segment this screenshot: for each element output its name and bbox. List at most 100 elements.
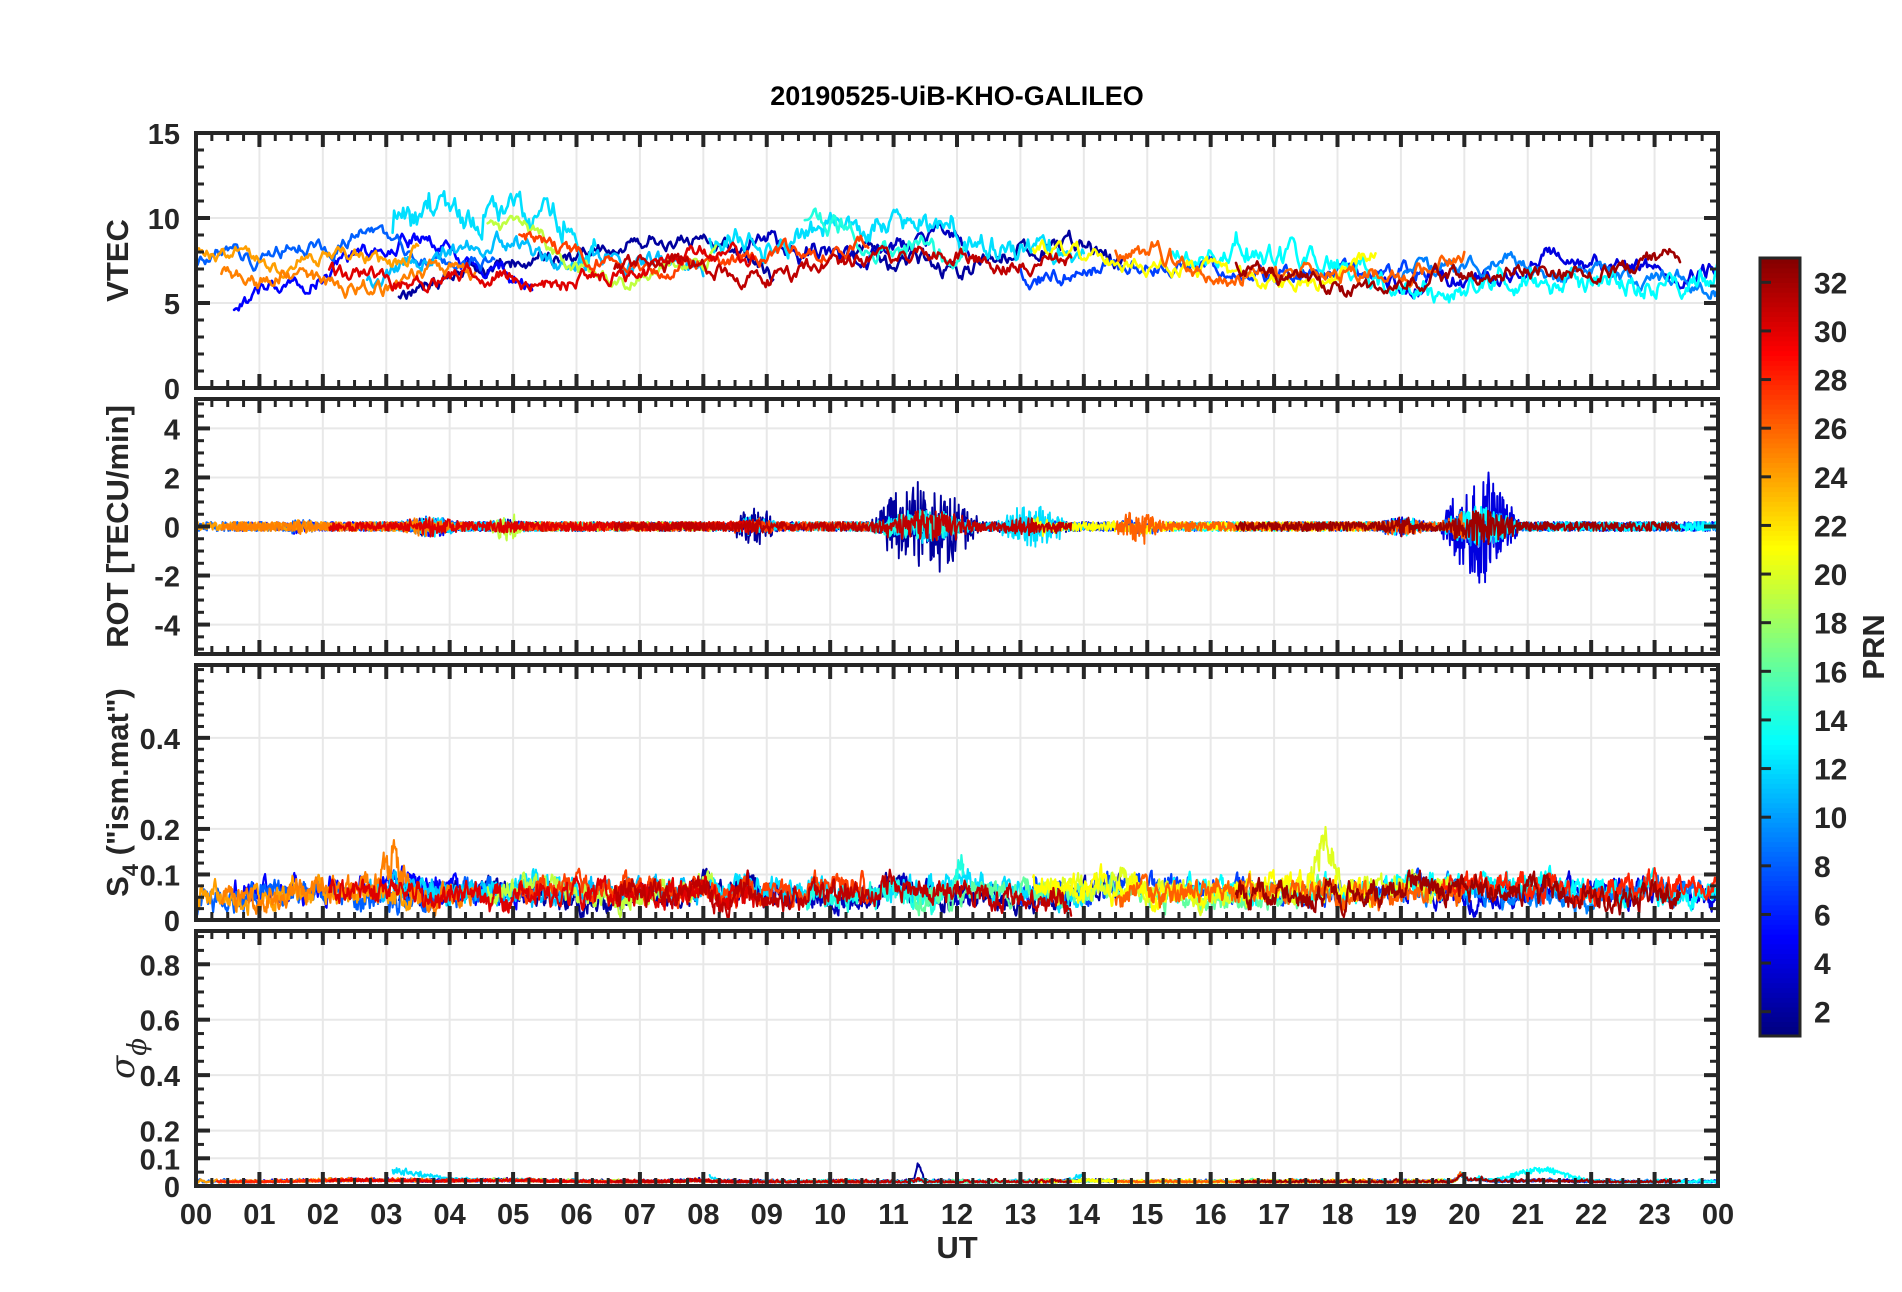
colorbar-swatch	[1760, 656, 1800, 663]
vtec-series-prn-31	[613, 244, 1073, 291]
colorbar-swatch	[1760, 778, 1800, 784]
colorbar-tick-label-14: 30	[1814, 316, 1847, 349]
xtick-label-5: 05	[497, 1199, 529, 1231]
colorbar-tick-label-8: 18	[1814, 608, 1847, 641]
colorbar-swatch	[1760, 1001, 1800, 1008]
colorbar-swatch	[1760, 753, 1800, 760]
colorbar-swatch	[1760, 768, 1800, 775]
colorbar-swatch	[1760, 997, 1800, 1003]
colorbar-swatch	[1760, 515, 1800, 522]
colorbar-swatch	[1760, 554, 1800, 561]
colorbar-swatch	[1760, 340, 1800, 347]
colorbar-swatch	[1760, 535, 1800, 541]
colorbar-tick-label-12: 26	[1814, 413, 1847, 446]
colorbar-swatch	[1760, 598, 1800, 604]
ytick-label-sig-2: 0.2	[140, 1117, 180, 1149]
vtec-series-prn-26	[1114, 239, 1466, 288]
colorbar-swatch	[1760, 296, 1800, 303]
colorbar-swatch	[1760, 953, 1800, 959]
yaxis-label-sigma-phi: σϕ	[103, 1038, 153, 1079]
ytick-label-sig-5: 0.8	[140, 950, 180, 982]
colorbar-swatch	[1760, 282, 1800, 288]
colorbar-swatch	[1760, 642, 1800, 648]
colorbar-swatch	[1760, 724, 1800, 731]
xtick-label-4: 04	[434, 1199, 466, 1231]
colorbar-swatch	[1760, 710, 1800, 716]
colorbar-swatch	[1760, 447, 1800, 454]
colorbar-swatch	[1760, 350, 1800, 356]
colorbar-swatch	[1760, 1006, 1800, 1013]
colorbar-swatch	[1760, 929, 1800, 935]
ytick-label-rot-2: 0	[164, 513, 180, 545]
colorbar-swatch	[1760, 593, 1800, 600]
ytick-label-vtec-2: 10	[148, 204, 180, 236]
colorbar-swatch	[1760, 481, 1800, 488]
colorbar-swatch	[1760, 287, 1800, 293]
colorbar-swatch	[1760, 943, 1800, 950]
colorbar-swatch	[1760, 797, 1800, 804]
colorbar-swatch	[1760, 1026, 1800, 1032]
xtick-label-21: 21	[1512, 1199, 1544, 1231]
figure-title: 20190525-UiB-KHO-GALILEO	[770, 81, 1144, 111]
ytick-label-rot-4: 4	[164, 414, 180, 446]
xtick-label-23: 23	[1638, 1199, 1670, 1231]
colorbar-tick-label-1: 4	[1814, 948, 1831, 981]
colorbar-swatch	[1760, 442, 1800, 449]
colorbar-swatch	[1760, 695, 1800, 702]
colorbar-swatch	[1760, 418, 1800, 425]
colorbar-swatch	[1760, 1011, 1800, 1018]
colorbar-swatch	[1760, 632, 1800, 638]
colorbar-swatch	[1760, 836, 1800, 843]
xtick-label-11: 11	[878, 1199, 909, 1231]
colorbar-swatch	[1760, 938, 1800, 945]
colorbar-tick-label-11: 24	[1814, 462, 1848, 495]
svg-text:S4 ("ism.mat"): S4 ("ism.mat")	[100, 688, 143, 897]
xtick-label-14: 14	[1068, 1199, 1100, 1231]
colorbar-swatch	[1760, 783, 1800, 789]
colorbar-swatch	[1760, 413, 1800, 420]
xtick-label-12: 12	[941, 1199, 973, 1231]
colorbar-swatch	[1760, 330, 1800, 337]
colorbar-tick-label-6: 14	[1814, 705, 1848, 738]
colorbar-swatch	[1760, 627, 1800, 634]
colorbar-swatch	[1760, 739, 1800, 745]
colorbar-tick-label-15: 32	[1814, 267, 1847, 300]
colorbar-swatch	[1760, 744, 1800, 750]
colorbar-swatch	[1760, 394, 1800, 400]
xtick-label-2: 02	[307, 1199, 339, 1231]
colorbar-swatch	[1760, 272, 1800, 279]
colorbar-swatch	[1760, 588, 1800, 595]
colorbar-tick-label-4: 10	[1814, 802, 1847, 835]
colorbar-swatch	[1760, 885, 1800, 891]
colorbar-swatch	[1760, 826, 1800, 833]
colorbar-swatch	[1760, 958, 1800, 964]
colorbar-swatch	[1760, 301, 1800, 308]
colorbar-swatch	[1760, 569, 1800, 575]
colorbar-swatch	[1760, 505, 1800, 512]
colorbar-swatch	[1760, 700, 1800, 707]
colorbar-swatch	[1760, 647, 1800, 653]
colorbar-swatch	[1760, 880, 1800, 886]
xtick-label-15: 15	[1131, 1199, 1163, 1231]
svg-text:σϕ: σϕ	[103, 1038, 153, 1079]
colorbar-swatch	[1760, 433, 1800, 439]
colorbar-swatch	[1760, 501, 1800, 507]
colorbar-swatch	[1760, 549, 1800, 556]
colorbar-swatch	[1760, 564, 1800, 570]
colorbar-swatch	[1760, 462, 1800, 468]
colorbar-swatch	[1760, 520, 1800, 527]
colorbar-swatch	[1760, 467, 1800, 473]
xtick-label-20: 20	[1448, 1199, 1480, 1231]
colorbar-swatch	[1760, 773, 1800, 779]
colorbar-swatch	[1760, 452, 1800, 459]
colorbar-swatch	[1760, 812, 1800, 818]
colorbar-swatch	[1760, 792, 1800, 799]
s4-series-prn-32	[1234, 869, 1682, 919]
colorbar-swatch	[1760, 924, 1800, 930]
colorbar-swatch	[1760, 734, 1800, 741]
colorbar-swatch	[1760, 729, 1800, 736]
colorbar-swatch	[1760, 788, 1800, 794]
rot-series-prn-31	[613, 509, 1073, 542]
colorbar-swatch	[1760, 846, 1800, 852]
